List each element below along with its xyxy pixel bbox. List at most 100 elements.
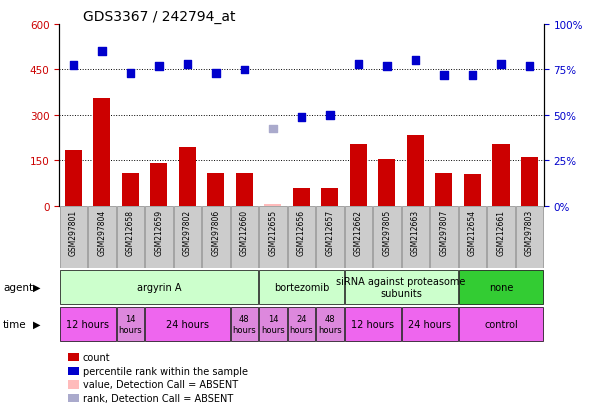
Text: argyrin A: argyrin A: [137, 282, 181, 292]
FancyBboxPatch shape: [259, 307, 287, 341]
Text: GSM212657: GSM212657: [326, 210, 335, 256]
Text: bortezomib: bortezomib: [274, 282, 329, 292]
Text: 24 hours: 24 hours: [166, 319, 209, 329]
Text: time: time: [3, 319, 27, 329]
FancyBboxPatch shape: [230, 206, 258, 268]
Bar: [436, 173, 453, 206]
Point: [411, 58, 420, 64]
FancyBboxPatch shape: [374, 206, 401, 268]
Text: GSM297807: GSM297807: [440, 210, 449, 256]
Point: [69, 62, 78, 69]
FancyBboxPatch shape: [316, 206, 343, 268]
Text: 24
hours: 24 hours: [290, 315, 313, 334]
Point: [496, 62, 506, 68]
Point: [240, 67, 249, 74]
Point: [183, 62, 192, 68]
FancyBboxPatch shape: [88, 206, 116, 268]
FancyBboxPatch shape: [259, 270, 343, 304]
Point: [325, 112, 335, 119]
Text: 12 hours: 12 hours: [66, 319, 109, 329]
Text: GSM212660: GSM212660: [240, 210, 249, 256]
FancyBboxPatch shape: [288, 307, 315, 341]
FancyBboxPatch shape: [402, 206, 429, 268]
Point: [126, 71, 135, 77]
Bar: [378, 159, 395, 206]
Bar: [350, 145, 367, 206]
Point: [268, 126, 278, 133]
Point: [97, 49, 106, 55]
Text: none: none: [489, 282, 513, 292]
FancyBboxPatch shape: [430, 206, 457, 268]
Bar: [179, 147, 196, 206]
Text: count: count: [83, 352, 111, 362]
FancyBboxPatch shape: [116, 206, 144, 268]
Point: [211, 71, 220, 77]
FancyBboxPatch shape: [60, 206, 87, 268]
Point: [439, 72, 449, 79]
Text: GSM297803: GSM297803: [525, 210, 534, 256]
Point: [154, 63, 164, 70]
Text: GSM212662: GSM212662: [354, 210, 363, 256]
Point: [382, 63, 392, 70]
Bar: [264, 204, 281, 206]
Bar: [150, 164, 167, 206]
FancyBboxPatch shape: [345, 206, 372, 268]
FancyBboxPatch shape: [345, 270, 457, 304]
Text: GSM212656: GSM212656: [297, 210, 306, 256]
Text: siRNA against proteasome
subunits: siRNA against proteasome subunits: [336, 276, 466, 298]
Bar: [236, 173, 253, 206]
Text: GSM212654: GSM212654: [468, 210, 477, 256]
Bar: [293, 188, 310, 206]
Text: ▶: ▶: [33, 319, 41, 329]
FancyBboxPatch shape: [288, 206, 315, 268]
Text: GSM297805: GSM297805: [382, 210, 391, 256]
FancyBboxPatch shape: [259, 206, 287, 268]
FancyBboxPatch shape: [516, 206, 543, 268]
Text: GSM212661: GSM212661: [496, 210, 505, 256]
Text: agent: agent: [3, 282, 33, 292]
Text: GSM212659: GSM212659: [154, 210, 163, 256]
Text: GSM297801: GSM297801: [69, 210, 78, 256]
Bar: [492, 145, 509, 206]
Text: GSM212655: GSM212655: [268, 210, 277, 256]
Bar: [464, 175, 481, 206]
Text: 12 hours: 12 hours: [351, 319, 394, 329]
Bar: [93, 99, 111, 206]
FancyBboxPatch shape: [459, 206, 486, 268]
Bar: [122, 173, 139, 206]
FancyBboxPatch shape: [116, 307, 144, 341]
Text: 48
hours: 48 hours: [232, 315, 256, 334]
Text: GSM212663: GSM212663: [411, 210, 420, 256]
Text: value, Detection Call = ABSENT: value, Detection Call = ABSENT: [83, 380, 238, 389]
FancyBboxPatch shape: [174, 206, 201, 268]
Text: rank, Detection Call = ABSENT: rank, Detection Call = ABSENT: [83, 393, 233, 403]
Text: control: control: [484, 319, 518, 329]
Point: [353, 62, 363, 68]
FancyBboxPatch shape: [459, 307, 543, 341]
Text: percentile rank within the sample: percentile rank within the sample: [83, 366, 248, 376]
Bar: [322, 188, 339, 206]
Bar: [521, 158, 538, 206]
FancyBboxPatch shape: [145, 307, 229, 341]
Point: [525, 63, 534, 70]
Text: 14
hours: 14 hours: [118, 315, 142, 334]
FancyBboxPatch shape: [345, 307, 401, 341]
Text: ▶: ▶: [33, 282, 41, 292]
FancyBboxPatch shape: [60, 307, 116, 341]
Text: GSM212658: GSM212658: [126, 210, 135, 256]
Text: 14
hours: 14 hours: [261, 315, 285, 334]
Bar: [207, 173, 225, 206]
FancyBboxPatch shape: [402, 307, 457, 341]
Text: GSM297802: GSM297802: [183, 210, 192, 256]
Text: GDS3367 / 242794_at: GDS3367 / 242794_at: [83, 10, 236, 24]
FancyBboxPatch shape: [487, 206, 515, 268]
Text: GSM297806: GSM297806: [212, 210, 220, 256]
FancyBboxPatch shape: [230, 307, 258, 341]
FancyBboxPatch shape: [145, 206, 173, 268]
Text: 48
hours: 48 hours: [318, 315, 342, 334]
Point: [297, 114, 306, 121]
FancyBboxPatch shape: [316, 307, 343, 341]
Point: [467, 72, 477, 79]
FancyBboxPatch shape: [459, 270, 543, 304]
Text: 24 hours: 24 hours: [408, 319, 451, 329]
